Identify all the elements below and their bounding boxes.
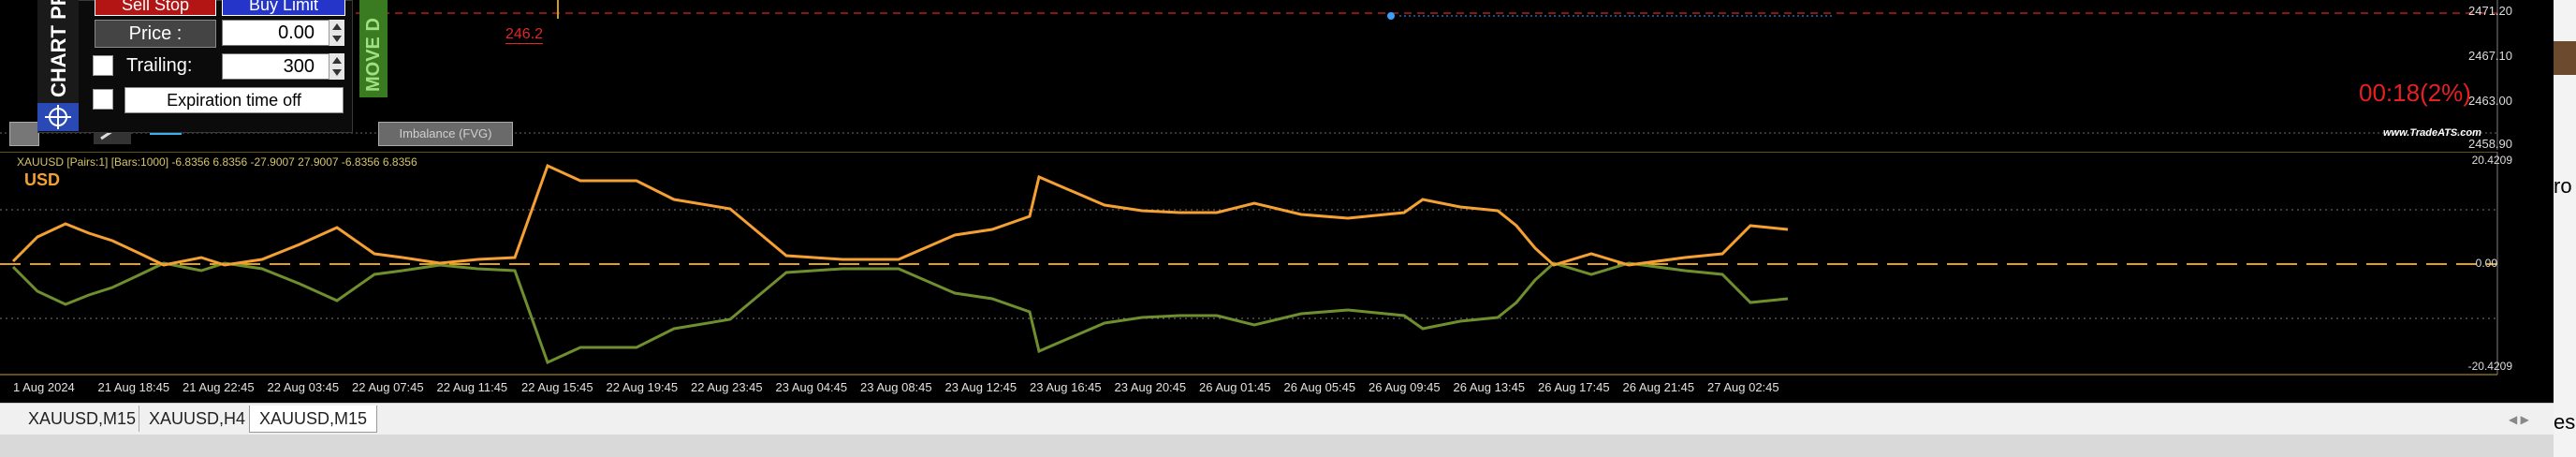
time-label: 22 Aug 03:45 (267, 380, 340, 394)
indicator-axis-bottom: -20.4209 (2467, 360, 2512, 373)
indicator-window[interactable]: XAUUSD [Pairs:1] [Bars:1000] -6.8356 6.8… (0, 152, 2576, 399)
tab-xauusd-h4[interactable]: XAUUSD,H4 (139, 405, 255, 432)
brand-watermark: www.TradeATS.com (2383, 127, 2481, 139)
expiration-checkbox[interactable] (93, 89, 113, 110)
price-label-3: 2463.00 (2468, 94, 2512, 108)
imbalance-fvg-button[interactable]: Imbalance (FVG) (378, 122, 513, 146)
time-label: 22 Aug 15:45 (521, 380, 593, 394)
time-label: 23 Aug 04:45 (775, 380, 848, 394)
green-strength-line (11, 261, 1789, 365)
bar-timer: 00:18(2%) (2359, 79, 2471, 107)
price-label-1: 2471.20 (2468, 4, 2512, 18)
avatar (2554, 41, 2576, 75)
chart-pro-tab[interactable]: CHART PR (37, 0, 79, 131)
time-label: 26 Aug 17:45 (1538, 380, 1610, 394)
indicator-header: XAUUSD [Pairs:1] [Bars:1000] -6.8356 6.8… (17, 155, 417, 169)
crosshair-icon (45, 105, 71, 129)
tab-scroll-arrows[interactable]: ◀ ▶ (2509, 413, 2529, 426)
indicator-axis-top: 20.4209 (2471, 154, 2512, 167)
price-label-2: 2467.10 (2468, 49, 2512, 63)
spinner-arrows-icon (332, 23, 342, 42)
tab-xauusd-m15-active[interactable]: XAUUSD,M15 (249, 405, 378, 433)
main-price-chart[interactable]: 246.2 2471.20 2467.10 2463.00 2458.90 00… (0, 0, 2576, 151)
time-label: 26 Aug 05:45 (1283, 380, 1356, 394)
time-label: 23 Aug 12:45 (944, 380, 1017, 394)
tab-xauusd-m15-1[interactable]: XAUUSD,M15 (28, 409, 137, 428)
trailing-checkbox[interactable] (93, 55, 113, 76)
small-toolbar-button[interactable] (9, 122, 39, 146)
time-label: 23 Aug 16:45 (1030, 380, 1102, 394)
background-window-edge: ro es (2554, 0, 2576, 457)
time-label: 26 Aug 09:45 (1368, 380, 1441, 394)
time-label: 23 Aug 20:45 (1114, 380, 1187, 394)
time-label: 23 Aug 08:45 (860, 380, 932, 394)
time-axis: 1 Aug 2024 21 Aug 18:45 21 Aug 22:45 22 Aug… (0, 380, 2497, 397)
chart-pro-title: CHART PR (47, 0, 70, 97)
time-label: 26 Aug 21:45 (1622, 380, 1695, 394)
time-label: 26 Aug 13:45 (1453, 380, 1526, 394)
trailing-spinner[interactable] (329, 53, 344, 80)
time-label: 22 Aug 23:45 (691, 380, 763, 394)
time-label: 27 Aug 02:45 (1707, 380, 1779, 394)
price-label: Price : (128, 23, 183, 44)
spinner-arrows-icon (332, 57, 342, 76)
trailing-input[interactable]: 300 (222, 53, 344, 80)
crosshair-button[interactable] (37, 103, 79, 131)
time-label: 22 Aug 19:45 (606, 380, 679, 394)
clipped-text-1: ro (2554, 174, 2572, 198)
price-label-box: Price : (95, 20, 216, 48)
time-label: 26 Aug 01:45 (1199, 380, 1271, 394)
time-label: 22 Aug 07:45 (352, 380, 424, 394)
chart-tab-bar: XAUUSD,M15 XAUUSD,H4 XAUUSD,M15 ◀ ▶ (0, 403, 2576, 435)
buy-limit-button[interactable]: Buy Limit (222, 0, 345, 16)
orange-strength-line (11, 163, 1789, 267)
indicator-axis-zero: 0.00 (2475, 257, 2497, 270)
chart-pro-panel: Sell Stop Buy Limit Price : 0.00 Trailin… (37, 0, 353, 133)
price-label-4: 2458.90 (2468, 137, 2512, 151)
trailing-label: Trailing: (126, 55, 193, 76)
sell-stop-button[interactable]: Sell Stop (95, 0, 216, 16)
time-label: 21 Aug 22:45 (183, 380, 255, 394)
clipped-text-2: es (2554, 410, 2576, 434)
price-input[interactable]: 0.00 (222, 20, 344, 46)
time-label: 1 Aug 2024 (13, 380, 75, 394)
price-spinner[interactable] (329, 20, 344, 46)
indicator-canvas (0, 152, 2498, 376)
move-panel-strip[interactable]: MOVE D (359, 0, 388, 97)
price-point-marker (1387, 12, 1395, 20)
currency-label: USD (24, 170, 61, 189)
time-label: 22 Aug 11:45 (436, 380, 508, 394)
status-strip (0, 435, 2576, 457)
price-chart-canvas (0, 0, 2498, 150)
expiration-button[interactable]: Expiration time off (124, 87, 344, 113)
move-label: MOVE D (363, 18, 384, 92)
time-label: 21 Aug 18:45 (97, 380, 170, 394)
marker-label: 246.2 (505, 26, 544, 44)
